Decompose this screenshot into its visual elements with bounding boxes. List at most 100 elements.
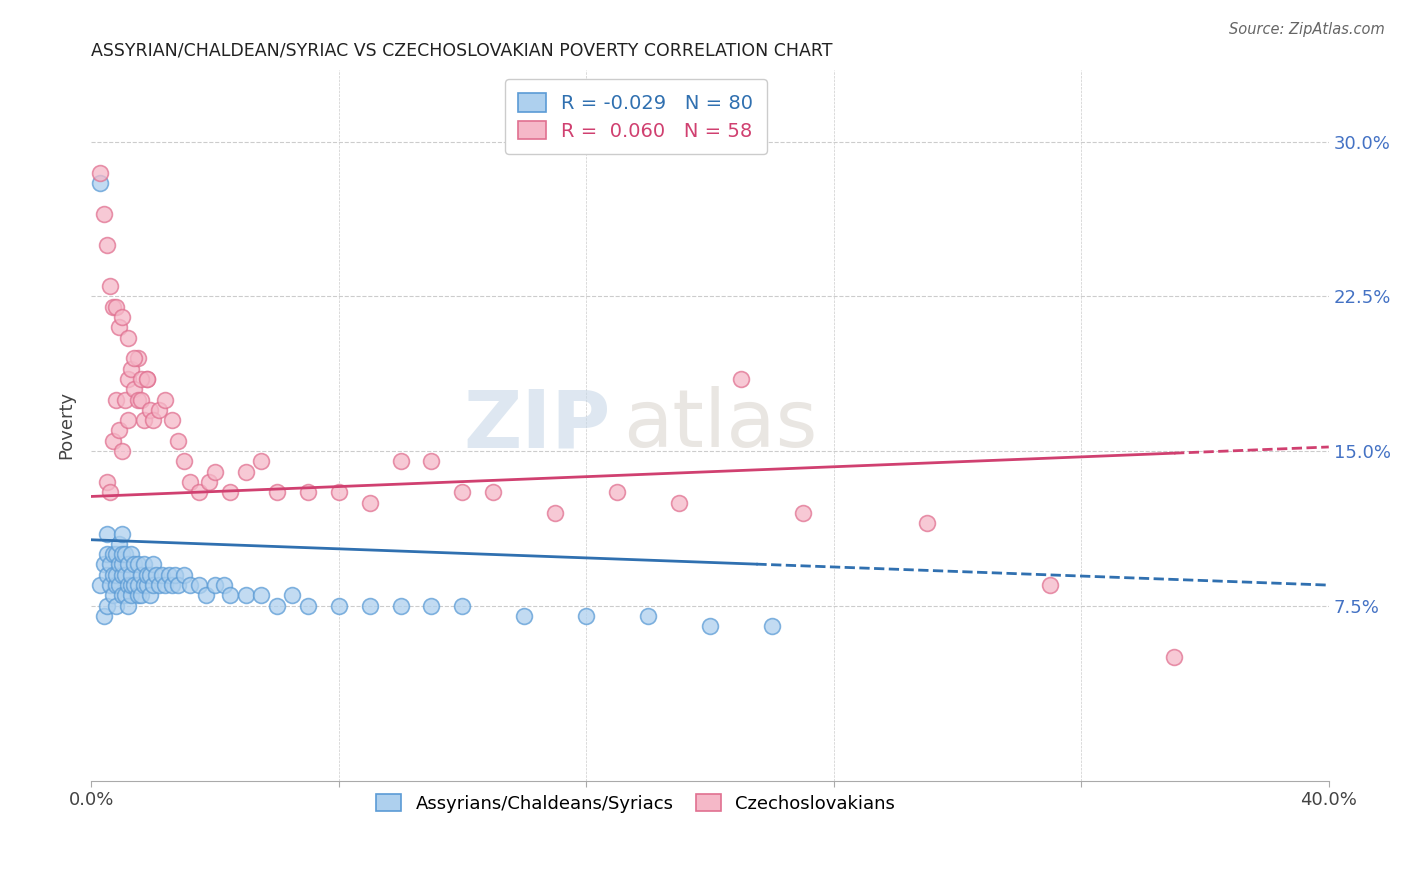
Point — [108, 537, 131, 551]
Point — [135, 372, 157, 386]
Point — [451, 485, 474, 500]
Point — [420, 454, 443, 468]
Point — [114, 567, 136, 582]
Point — [124, 578, 146, 592]
Point — [129, 392, 152, 407]
Point — [120, 547, 142, 561]
Point — [148, 402, 170, 417]
Point — [111, 558, 134, 572]
Point — [699, 619, 721, 633]
Point — [513, 609, 536, 624]
Point — [117, 599, 139, 613]
Text: ASSYRIAN/CHALDEAN/SYRIAC VS CZECHOSLOVAKIAN POVERTY CORRELATION CHART: ASSYRIAN/CHALDEAN/SYRIAC VS CZECHOSLOVAK… — [91, 42, 832, 60]
Point — [139, 567, 162, 582]
Point — [328, 485, 350, 500]
Point — [104, 547, 127, 561]
Point — [104, 578, 127, 592]
Point — [266, 485, 288, 500]
Point — [127, 589, 149, 603]
Point — [96, 599, 118, 613]
Point — [197, 475, 219, 489]
Point — [101, 567, 124, 582]
Point — [108, 320, 131, 334]
Point — [96, 547, 118, 561]
Point — [127, 392, 149, 407]
Point — [166, 434, 188, 448]
Point — [111, 589, 134, 603]
Point — [328, 599, 350, 613]
Point — [93, 558, 115, 572]
Point — [359, 496, 381, 510]
Point — [761, 619, 783, 633]
Point — [173, 454, 195, 468]
Point — [89, 578, 111, 592]
Point — [637, 609, 659, 624]
Point — [250, 589, 273, 603]
Point — [139, 402, 162, 417]
Point — [96, 475, 118, 489]
Point — [101, 300, 124, 314]
Point — [98, 578, 121, 592]
Point — [127, 558, 149, 572]
Point — [96, 567, 118, 582]
Point — [129, 372, 152, 386]
Point — [93, 609, 115, 624]
Point — [297, 599, 319, 613]
Point — [108, 578, 131, 592]
Point — [120, 589, 142, 603]
Point — [132, 558, 155, 572]
Point — [219, 485, 242, 500]
Point — [157, 567, 180, 582]
Point — [163, 567, 186, 582]
Point — [129, 589, 152, 603]
Point — [142, 558, 165, 572]
Point — [482, 485, 505, 500]
Point — [124, 382, 146, 396]
Point — [98, 279, 121, 293]
Point — [160, 578, 183, 592]
Point — [150, 567, 173, 582]
Point — [235, 589, 257, 603]
Point — [98, 485, 121, 500]
Point — [101, 434, 124, 448]
Point — [104, 599, 127, 613]
Point — [114, 392, 136, 407]
Point — [1163, 650, 1185, 665]
Point — [117, 331, 139, 345]
Point — [1039, 578, 1062, 592]
Point — [117, 413, 139, 427]
Point — [204, 578, 226, 592]
Point — [89, 166, 111, 180]
Point — [389, 454, 412, 468]
Point — [142, 578, 165, 592]
Point — [188, 578, 211, 592]
Point — [194, 589, 217, 603]
Point — [89, 176, 111, 190]
Point — [179, 475, 201, 489]
Point — [915, 516, 938, 531]
Point — [124, 558, 146, 572]
Point — [212, 578, 235, 592]
Legend: Assyrians/Chaldeans/Syriacs, Czechoslovakians: Assyrians/Chaldeans/Syriacs, Czechoslova… — [364, 781, 908, 825]
Point — [173, 567, 195, 582]
Point — [142, 413, 165, 427]
Point — [98, 558, 121, 572]
Point — [135, 567, 157, 582]
Point — [266, 599, 288, 613]
Point — [544, 506, 567, 520]
Point — [120, 578, 142, 592]
Text: ZIP: ZIP — [464, 386, 612, 465]
Text: atlas: atlas — [623, 386, 818, 465]
Point — [114, 589, 136, 603]
Point — [281, 589, 304, 603]
Point — [148, 578, 170, 592]
Point — [179, 578, 201, 592]
Point — [155, 578, 177, 592]
Point — [93, 207, 115, 221]
Point — [101, 589, 124, 603]
Point — [101, 547, 124, 561]
Point — [124, 351, 146, 366]
Point — [117, 578, 139, 592]
Point — [104, 392, 127, 407]
Point — [188, 485, 211, 500]
